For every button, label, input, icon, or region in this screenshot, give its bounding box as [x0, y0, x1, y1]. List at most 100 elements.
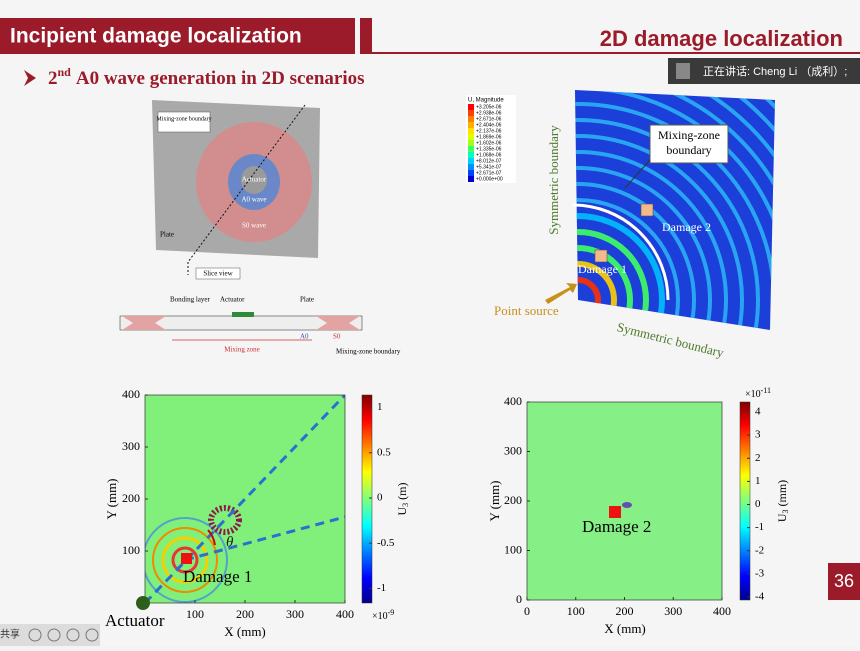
legend-swatch — [468, 158, 474, 164]
bullet-arrow — [24, 70, 36, 86]
legend-value: +2.671e-07 — [476, 170, 502, 176]
label: X (mm) — [224, 624, 266, 639]
share-button[interactable]: 共享 — [0, 628, 20, 641]
x-tick-label: 100 — [567, 604, 585, 618]
colorbar-tick-label: -1 — [755, 521, 764, 533]
colorbar-exponent: ×10-9 — [372, 608, 394, 622]
plate-diagram: Mixing-zone boundary Actuator A0 wave S0… — [119, 100, 401, 356]
legend-swatch — [468, 104, 474, 110]
label: U — [395, 507, 409, 516]
legend-value: +1.068e-06 — [476, 152, 502, 158]
x-tick-label: 100 — [186, 607, 204, 621]
colorbar-tick-label: -3 — [755, 567, 765, 579]
label: Mixing-zone boundary — [156, 116, 211, 122]
label: Point source — [494, 303, 559, 318]
x-tick-label: 200 — [616, 604, 634, 618]
legend-swatch — [468, 140, 474, 146]
label: Mixing zone — [224, 346, 260, 354]
toolbar-icons — [28, 628, 99, 642]
wave-ring — [575, 118, 760, 330]
title-band — [0, 18, 355, 54]
legend-value: +1.335e-06 — [476, 146, 502, 152]
colorbar-label: U3 (mm) — [775, 480, 790, 522]
label: Plate — [300, 296, 314, 304]
legend-value: +2.671e-06 — [476, 116, 502, 122]
legend-value: +2.938e-06 — [476, 110, 502, 116]
label: 2 — [48, 68, 58, 89]
colorbar-label: U3 (m) — [395, 482, 410, 515]
wave-ring — [575, 166, 712, 330]
label: ×10 — [745, 389, 761, 400]
colorbar-tick-label: 2 — [755, 452, 761, 464]
colorbar-tick-label: -0.5 — [377, 537, 395, 549]
legend-value: +1.869e-06 — [476, 134, 502, 140]
legend-value: +5.341e-07 — [476, 164, 502, 170]
label: Bonding layer — [170, 296, 211, 304]
legend-swatch — [468, 134, 474, 140]
label: Damage 1 — [183, 567, 252, 586]
x-tick-label: 0 — [524, 604, 530, 618]
label: nd — [58, 65, 72, 79]
wave-ring — [575, 229, 649, 330]
legend-swatch — [468, 164, 474, 170]
legend-swatch — [468, 176, 474, 182]
label: (mm) — [775, 480, 789, 510]
label: -9 — [388, 608, 395, 617]
y-tick-label: 200 — [122, 491, 140, 505]
colorbar-tick-label: 0 — [755, 498, 761, 510]
x-tick-label: 400 — [336, 607, 354, 621]
label: U, Magnitude — [468, 98, 504, 104]
label: U — [775, 513, 789, 522]
plot-left: θ Damage 1 Actuator X (mm) Y (mm) ×10-9 … — [104, 387, 410, 639]
label: 3 — [781, 510, 790, 514]
y-tick-label: 100 — [122, 543, 140, 557]
label: A0 — [300, 333, 309, 341]
title-accent — [360, 18, 372, 54]
legend-value: +2.404e-06 — [476, 122, 502, 128]
label: S0 — [333, 333, 341, 341]
colorbar-tick-label: 3 — [755, 429, 761, 441]
speaker-text: 正在讲话: Cheng Li （成利）; — [703, 64, 847, 78]
page-number-box — [828, 563, 860, 600]
label: Y (mm) — [487, 480, 502, 521]
label: 3 — [401, 503, 410, 507]
x-tick-label: 300 — [664, 604, 682, 618]
wave-ring — [575, 261, 617, 330]
label: Damage 2 — [582, 517, 651, 536]
legend-swatch — [468, 116, 474, 122]
colorbar-exponent: ×10-11 — [745, 386, 771, 400]
legend-value: +2.137e-06 — [476, 128, 502, 134]
y-tick-label: 100 — [504, 542, 522, 556]
wave-ring — [575, 150, 728, 330]
wave-ring — [575, 134, 744, 330]
colorbar-tick-label: 1 — [377, 401, 383, 413]
meeting-banner — [668, 58, 860, 84]
label: Symmetric boundary — [546, 125, 561, 235]
label: Mixing-zone boundary — [658, 128, 720, 157]
label: Actuator — [105, 611, 165, 630]
legend-swatch — [468, 146, 474, 152]
label: -11 — [761, 386, 771, 395]
y-tick-label: 400 — [504, 394, 522, 408]
x-tick-label: 200 — [236, 607, 254, 621]
label: Damage 2 — [662, 220, 711, 234]
bullet-text: 2nd A0 wave generation in 2D scenarios — [48, 65, 365, 90]
colorbar-tick-label: 4 — [755, 406, 761, 418]
colorbar-tick-label: 0.5 — [377, 446, 391, 458]
label: S0 wave — [242, 222, 266, 230]
label: X (mm) — [604, 621, 646, 636]
y-tick-label: 400 — [122, 387, 140, 401]
page-number: 36 — [834, 571, 854, 591]
wave-ring — [575, 213, 665, 330]
wave-ring — [575, 198, 680, 330]
label: Plate — [160, 231, 174, 239]
x-tick-label: 400 — [713, 604, 731, 618]
legend-swatch — [468, 170, 474, 176]
label: (m) — [395, 482, 409, 502]
label: Actuator — [220, 296, 245, 304]
label: ×10 — [372, 611, 388, 622]
legend-value: +0.000e+00 — [476, 176, 503, 182]
slide-title: 2D damage localization — [600, 26, 843, 51]
legend-value: +8.012e-07 — [476, 158, 502, 164]
legend-swatch — [468, 128, 474, 134]
